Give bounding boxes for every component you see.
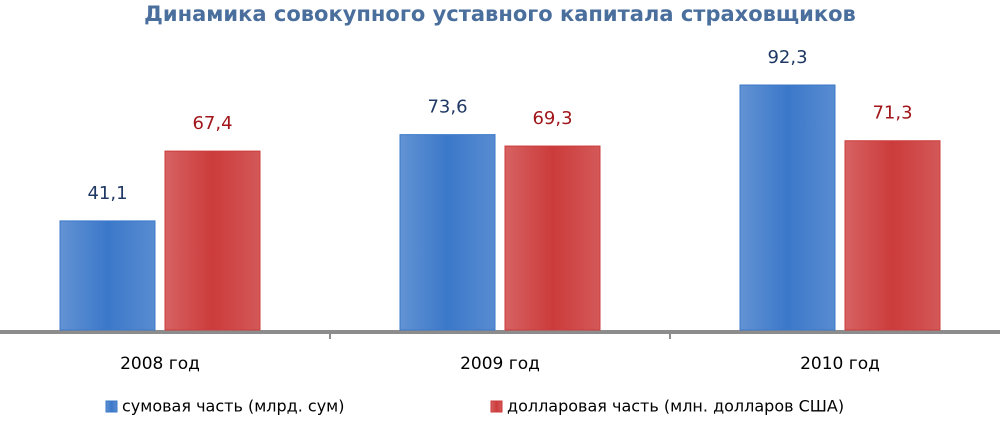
value-label: 69,3 xyxy=(532,108,572,129)
bar xyxy=(844,140,941,331)
value-label: 67,4 xyxy=(192,113,232,134)
chart-title: Динамика совокупного уставного капитала … xyxy=(144,2,856,26)
value-label: 71,3 xyxy=(872,103,912,124)
bar xyxy=(399,134,496,331)
bar xyxy=(59,220,156,331)
value-label: 92,3 xyxy=(767,47,807,68)
bar xyxy=(504,145,601,331)
value-label: 41,1 xyxy=(87,183,127,204)
x-tick-label: 2008 год xyxy=(120,354,200,374)
legend-swatch xyxy=(105,400,118,413)
legend-label: сумовая часть (млрд. сум) xyxy=(122,397,344,416)
legend-swatch xyxy=(490,400,503,413)
x-tick-label: 2010 год xyxy=(800,354,880,374)
legend-label: долларовая часть (млн. долларов США) xyxy=(507,397,844,416)
bar xyxy=(739,84,836,331)
value-label: 73,6 xyxy=(427,97,467,118)
bar xyxy=(164,150,261,331)
x-tick-label: 2009 год xyxy=(460,354,540,374)
